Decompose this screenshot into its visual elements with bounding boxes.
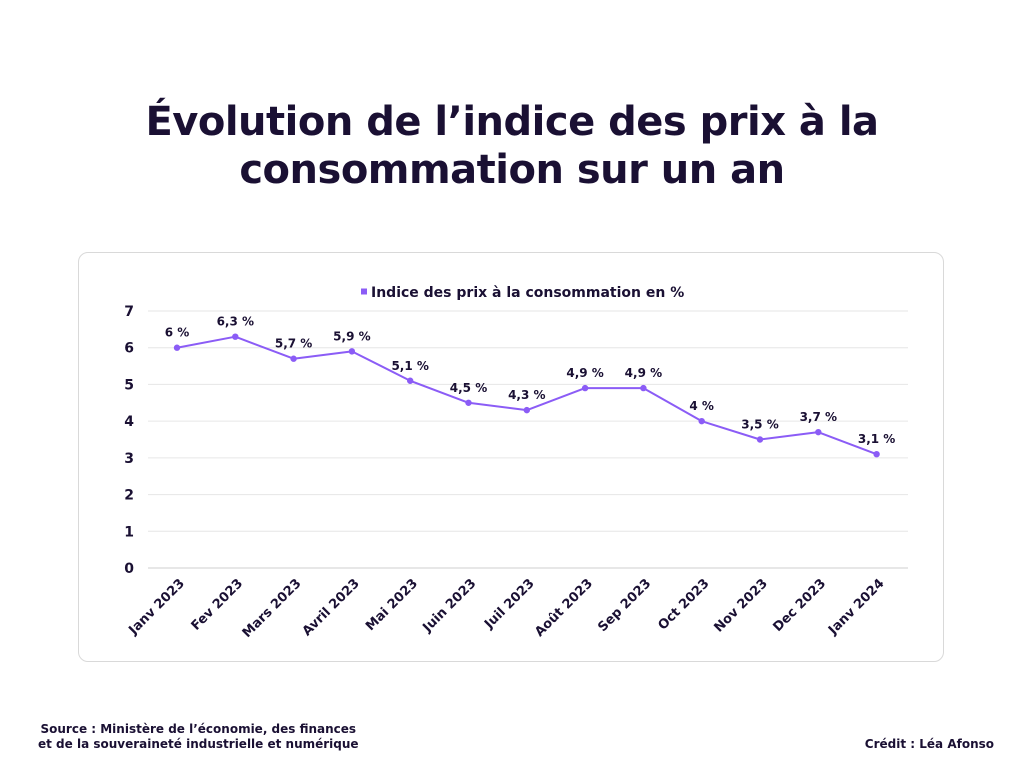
data-label: 6,3 % <box>217 315 254 329</box>
data-label: 3,1 % <box>858 432 895 446</box>
data-label: 4 % <box>689 399 714 413</box>
x-tick-label: Oct 2023 <box>655 576 712 633</box>
chart-card <box>78 252 944 662</box>
legend-label: Indice des prix à la consommation en % <box>371 285 684 301</box>
x-tick-label: Avril 2023 <box>300 576 363 639</box>
data-label: 4,9 % <box>625 366 662 380</box>
y-tick-label: 1 <box>124 524 134 540</box>
y-tick-label: 2 <box>124 488 134 504</box>
data-label: 5,9 % <box>333 329 370 343</box>
credit-note: Crédit : Léa Afonso <box>864 737 994 751</box>
x-tick-label: Dec 2023 <box>770 576 829 635</box>
data-point <box>348 348 356 355</box>
x-tick-label: Juil 2023 <box>481 576 537 632</box>
data-label: 4,9 % <box>566 366 603 380</box>
legend-marker <box>361 288 367 295</box>
y-tick-label: 3 <box>124 451 134 467</box>
chart-title-line2: consommation sur un an <box>239 147 785 193</box>
data-label: 5,1 % <box>391 359 428 373</box>
data-label: 5,7 % <box>275 337 312 351</box>
y-tick-label: 7 <box>124 304 134 320</box>
x-tick-label: Janv 2024 <box>825 576 887 638</box>
data-point <box>815 428 822 436</box>
data-point <box>640 384 647 392</box>
data-label: 3,5 % <box>741 418 778 432</box>
source-line-1: Source : Ministère de l’économie, des fi… <box>40 722 357 736</box>
data-point <box>873 450 880 458</box>
data-point <box>465 399 472 406</box>
data-point <box>581 384 589 392</box>
chart-title: Évolution de l’indice des prix à la cons… <box>0 98 1024 194</box>
y-tick-label: 5 <box>124 377 134 393</box>
chart-title-line1: Évolution de l’indice des prix à la <box>145 99 879 145</box>
x-tick-label: Janv 2023 <box>126 576 188 638</box>
data-label: 4,5 % <box>450 381 487 395</box>
x-tick-label: Mai 2023 <box>363 576 421 634</box>
data-point <box>698 417 705 425</box>
y-tick-label: 4 <box>124 414 134 430</box>
data-point <box>232 333 239 340</box>
x-tick-label: Août 2023 <box>532 576 596 640</box>
y-tick-label: 6 <box>124 341 134 357</box>
data-point <box>523 406 530 414</box>
source-note: Source : Ministère de l’économie, des fi… <box>38 722 359 752</box>
x-tick-label: Nov 2023 <box>711 576 770 635</box>
data-point <box>290 355 297 362</box>
data-label: 3,7 % <box>800 410 837 424</box>
data-point <box>407 377 414 384</box>
data-point <box>173 344 181 351</box>
y-tick-label: 0 <box>124 561 134 577</box>
x-tick-label: Mars 2023 <box>240 576 305 641</box>
data-label: 6 % <box>165 326 190 340</box>
source-line-2: et de la souveraineté industrielle et nu… <box>38 737 359 751</box>
data-point <box>756 436 764 443</box>
data-label: 4,3 % <box>508 388 545 402</box>
x-tick-label: Fev 2023 <box>189 576 247 634</box>
x-tick-label: Sep 2023 <box>595 576 654 635</box>
x-tick-label: Juin 2023 <box>420 576 480 636</box>
